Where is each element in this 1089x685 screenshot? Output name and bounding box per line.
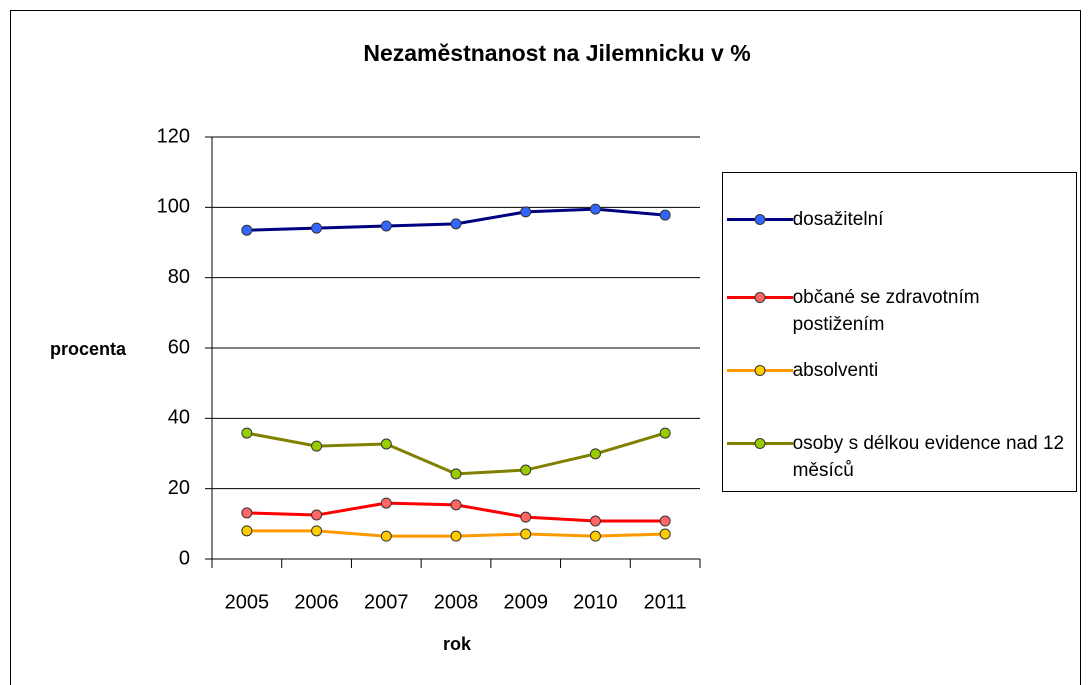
- legend-label: dosažitelní: [792, 209, 884, 230]
- y-tick-label: 40: [168, 407, 190, 429]
- data-point: [380, 530, 392, 542]
- x-tick-label: 2008: [434, 591, 479, 613]
- y-tick-label: 0: [179, 547, 190, 569]
- series-line: [246, 431, 666, 476]
- data-point: [520, 464, 532, 476]
- data-point: [589, 515, 601, 527]
- data-point: [241, 507, 253, 519]
- legend-item: dosažitelní: [723, 206, 1073, 233]
- x-tick-label: 2009: [503, 591, 548, 613]
- y-tick-label: 100: [157, 196, 190, 218]
- x-tick-label: 2007: [364, 591, 409, 613]
- data-point: [589, 448, 601, 460]
- data-point: [450, 530, 462, 542]
- x-tick-label: 2006: [294, 591, 339, 613]
- legend-label: absolventi: [792, 360, 879, 381]
- legend-swatch: [727, 365, 793, 376]
- legend-marker: [754, 438, 766, 449]
- legend-marker: [754, 292, 766, 303]
- data-point: [241, 224, 253, 236]
- data-point: [380, 497, 392, 509]
- data-point: [380, 438, 392, 450]
- data-point: [589, 530, 601, 542]
- legend-item: občané se zdravotním postižením: [723, 284, 1073, 338]
- x-axis-label: rok: [443, 634, 472, 654]
- data-point: [311, 440, 323, 452]
- y-axis-label: procenta: [50, 339, 127, 359]
- data-point: [241, 427, 253, 439]
- x-tick-label: 2005: [225, 591, 270, 613]
- data-point: [241, 525, 253, 537]
- data-point: [311, 525, 323, 537]
- legend-swatch: [727, 214, 793, 225]
- data-point: [520, 206, 532, 218]
- chart-title: Nezaměstnanost na Jilemnicku v %: [363, 40, 750, 66]
- data-point: [589, 203, 601, 215]
- data-point: [311, 509, 323, 521]
- legend-label: osoby s délkou evidence nad 12 měsíců: [792, 433, 1065, 481]
- data-point: [450, 499, 462, 511]
- y-tick-label: 60: [168, 336, 190, 358]
- data-point: [311, 222, 323, 234]
- legend-item: osoby s délkou evidence nad 12 měsíců: [723, 430, 1073, 484]
- data-point: [659, 528, 671, 540]
- legend-marker: [754, 365, 766, 376]
- data-point: [520, 528, 532, 540]
- legend-marker: [754, 214, 766, 225]
- legend: dosažitelní občané se zdravotním postižen…: [722, 172, 1077, 492]
- y-tick-label: 80: [168, 266, 190, 288]
- y-tick-label: 120: [157, 125, 190, 147]
- legend-item: absolventi: [723, 357, 1073, 384]
- legend-label: občané se zdravotním postižením: [792, 287, 980, 335]
- chart-border: [10, 10, 1081, 685]
- data-point: [520, 511, 532, 523]
- data-point: [659, 515, 671, 527]
- data-point: [659, 427, 671, 439]
- x-tick-label: 2011: [644, 591, 687, 613]
- y-tick-label: 20: [168, 477, 190, 499]
- x-tick-label: 2010: [573, 591, 618, 613]
- legend-swatch: [727, 438, 793, 449]
- data-point: [450, 468, 462, 480]
- legend-swatch: [727, 292, 793, 303]
- data-point: [659, 209, 671, 221]
- data-point: [380, 220, 392, 232]
- data-point: [450, 218, 462, 230]
